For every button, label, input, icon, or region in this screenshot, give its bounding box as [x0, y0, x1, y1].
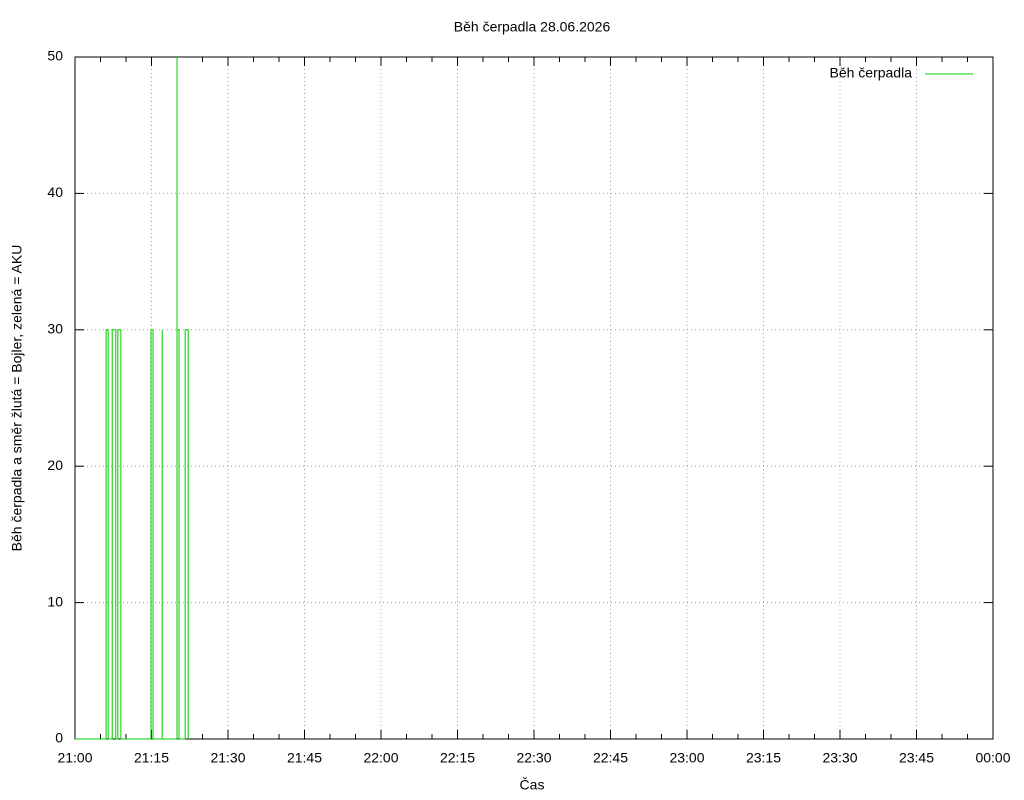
- x-tick-label: 21:45: [287, 750, 322, 766]
- y-tick-label: 30: [47, 321, 63, 337]
- x-tick-label: 22:00: [363, 750, 398, 766]
- y-tick-label: 40: [47, 184, 63, 200]
- data-line: [75, 57, 189, 740]
- y-tick-label: 10: [47, 593, 63, 609]
- x-tick-label: 22:15: [440, 750, 475, 766]
- x-tick-label: 00:00: [975, 750, 1010, 766]
- x-tick-label: 23:15: [746, 750, 781, 766]
- x-tick-label: 22:45: [593, 750, 628, 766]
- x-tick-label: 21:30: [210, 750, 245, 766]
- x-axis-label: Čas: [520, 777, 545, 793]
- legend-label: Běh čerpadla: [829, 65, 912, 81]
- y-axis-label: Běh čerpadla a směr žlutá = Bojler, zele…: [9, 245, 25, 552]
- y-tick-label: 50: [47, 48, 63, 64]
- x-tick-label: 21:15: [134, 750, 169, 766]
- x-tick-label: 23:00: [669, 750, 704, 766]
- x-tick-label: 23:45: [899, 750, 934, 766]
- y-tick-label: 0: [55, 730, 63, 746]
- y-tick-label: 20: [47, 457, 63, 473]
- plot-frame: [74, 56, 994, 740]
- x-tick-label: 23:30: [822, 750, 857, 766]
- x-tick-label: 21:00: [57, 750, 92, 766]
- chart-title: Běh čerpadla 28.06.2026: [454, 19, 611, 35]
- x-tick-label: 22:30: [516, 750, 551, 766]
